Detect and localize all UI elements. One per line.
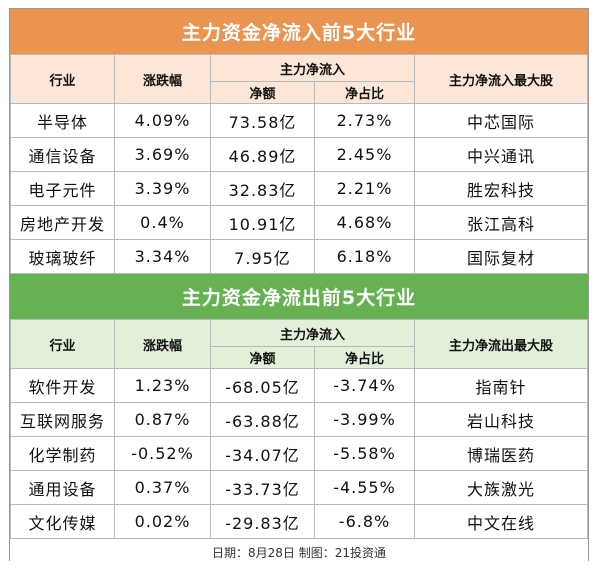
table-row: 互联网服务 0.87% -63.88亿 -3.99% 岩山科技 [10, 402, 588, 437]
net-amount-cell: -63.88亿 [210, 402, 315, 437]
net-ratio-cell: 2.73% [313, 103, 416, 138]
table-row: 文化传媒 0.02% -29.83亿 -6.8% 中文在线 [10, 504, 588, 539]
industry-cell: 通信设备 [10, 137, 115, 172]
net-ratio-cell: -3.99% [313, 402, 416, 437]
change-cell: 0.4% [114, 205, 211, 240]
change-cell: -0.52% [114, 436, 211, 471]
top-stock-cell: 张江高科 [414, 205, 588, 240]
net-amount-cell: -34.07亿 [210, 436, 315, 471]
change-cell: 0.37% [114, 470, 211, 505]
header-change: 涨跌幅 [114, 54, 211, 104]
top-stock-cell: 中兴通讯 [414, 137, 588, 172]
header-top-stock: 主力净流入最大股 [414, 54, 588, 104]
industry-cell: 软件开发 [10, 368, 115, 403]
industry-cell: 半导体 [10, 103, 115, 138]
change-cell: 1.23% [114, 368, 211, 403]
table-row: 通信设备 3.69% 46.89亿 2.45% 中兴通讯 [10, 137, 588, 172]
change-cell: 3.34% [114, 239, 211, 274]
header-main-flow: 主力净流入 [209, 54, 416, 82]
header-net-ratio: 净占比 [313, 346, 416, 369]
fund-flow-report: 主力资金净流入前5大行业 行业 涨跌幅 主力净流入 主力净流入最大股 净额 净占… [9, 8, 589, 566]
table-row: 玻璃玻纤 3.34% 7.95亿 6.18% 国际复材 [10, 239, 588, 274]
net-ratio-cell: 2.45% [313, 137, 416, 172]
net-amount-cell: -33.73亿 [210, 470, 315, 505]
inflow-title: 主力资金净流入前5大行业 [10, 9, 588, 54]
top-stock-cell: 博瑞医药 [414, 436, 588, 471]
outflow-title: 主力资金净流出前5大行业 [10, 274, 588, 319]
top-stock-cell: 国际复材 [414, 239, 588, 274]
header-net-ratio: 净占比 [313, 81, 416, 104]
top-stock-cell: 中芯国际 [414, 103, 588, 138]
change-cell: 0.02% [114, 504, 211, 539]
industry-cell: 互联网服务 [10, 402, 115, 437]
change-cell: 0.87% [114, 402, 211, 437]
change-cell: 3.69% [114, 137, 211, 172]
industry-cell: 通用设备 [10, 470, 115, 505]
net-ratio-cell: 6.18% [313, 239, 416, 274]
net-amount-cell: -68.05亿 [210, 368, 315, 403]
industry-cell: 电子元件 [10, 171, 115, 206]
outflow-table: 行业 涨跌幅 主力净流入 主力净流出最大股 净额 净占比 软件开发 1.23% -6… [10, 319, 588, 539]
top-stock-cell: 胜宏科技 [414, 171, 588, 206]
industry-cell: 化学制药 [10, 436, 115, 471]
header-main-flow: 主力净流入 [209, 319, 416, 347]
header-industry: 行业 [10, 54, 115, 104]
header-change: 涨跌幅 [114, 319, 211, 369]
table-row: 电子元件 3.39% 32.83亿 2.21% 胜宏科技 [10, 171, 588, 206]
change-cell: 4.09% [114, 103, 211, 138]
table-row: 化学制药 -0.52% -34.07亿 -5.58% 博瑞医药 [10, 436, 588, 471]
table-row: 房地产开发 0.4% 10.91亿 4.68% 张江高科 [10, 205, 588, 240]
table-row: 软件开发 1.23% -68.05亿 -3.74% 指南针 [10, 368, 588, 403]
net-amount-cell: 10.91亿 [210, 205, 315, 240]
industry-cell: 玻璃玻纤 [10, 239, 115, 274]
net-ratio-cell: -3.74% [313, 368, 416, 403]
net-amount-cell: 7.95亿 [210, 239, 315, 274]
industry-cell: 文化传媒 [10, 504, 115, 539]
table-row: 半导体 4.09% 73.58亿 2.73% 中芯国际 [10, 103, 588, 138]
industry-cell: 房地产开发 [10, 205, 115, 240]
net-ratio-cell: -6.8% [313, 504, 416, 539]
header-net-amount: 净额 [210, 346, 315, 369]
top-stock-cell: 指南针 [414, 368, 588, 403]
inflow-rows: 半导体 4.09% 73.58亿 2.73% 中芯国际 通信设备 3.69% 46.89亿 2.… [10, 103, 588, 274]
header-top-stock: 主力净流出最大股 [414, 319, 588, 369]
table-row: 通用设备 0.37% -33.73亿 -4.55% 大族激光 [10, 470, 588, 505]
change-cell: 3.39% [114, 171, 211, 206]
top-stock-cell: 中文在线 [414, 504, 588, 539]
net-ratio-cell: -4.55% [313, 470, 416, 505]
header-industry: 行业 [10, 319, 115, 369]
net-amount-cell: 46.89亿 [210, 137, 315, 172]
footer-credit: 日期：8月28日 制图：21投资通 [10, 539, 588, 566]
inflow-table: 行业 涨跌幅 主力净流入 主力净流入最大股 净额 净占比 半导体 4.09% 73.… [10, 54, 588, 274]
net-ratio-cell: -5.58% [313, 436, 416, 471]
top-stock-cell: 岩山科技 [414, 402, 588, 437]
top-stock-cell: 大族激光 [414, 470, 588, 505]
net-amount-cell: -29.83亿 [210, 504, 315, 539]
net-amount-cell: 32.83亿 [210, 171, 315, 206]
net-ratio-cell: 2.21% [313, 171, 416, 206]
header-net-amount: 净额 [210, 81, 315, 104]
net-ratio-cell: 4.68% [313, 205, 416, 240]
outflow-rows: 软件开发 1.23% -68.05亿 -3.74% 指南针 互联网服务 0.87% -63.8… [10, 368, 588, 539]
net-amount-cell: 73.58亿 [210, 103, 315, 138]
